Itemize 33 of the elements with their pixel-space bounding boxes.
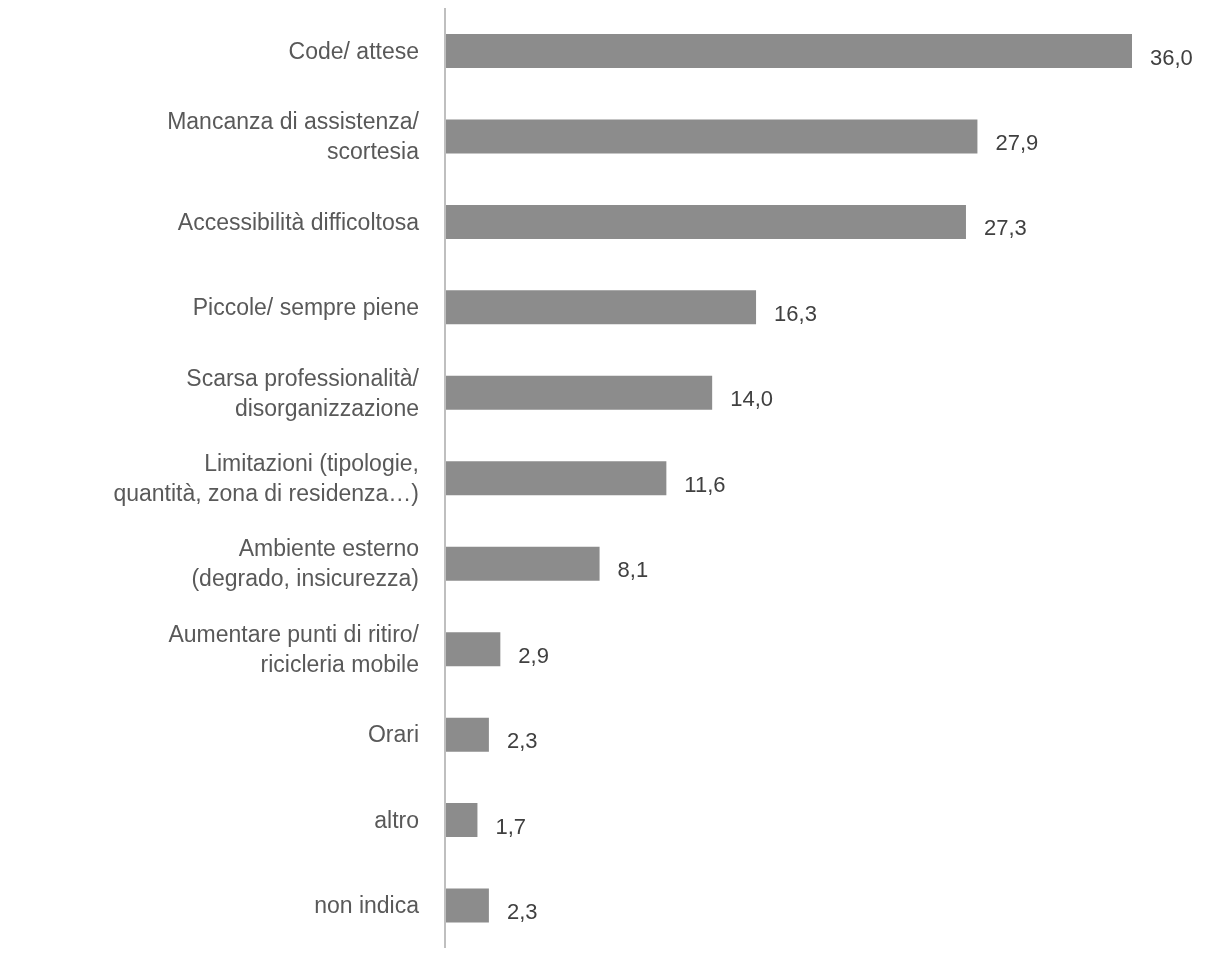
data-label: 2,9 [518, 642, 549, 668]
y-tick-label: Aumentare punti di ritiro/ ricicleria mobile [168, 620, 420, 677]
data-label: 2,3 [506, 728, 538, 754]
y-tick-label: Piccole/ sempre piene [192, 294, 419, 321]
data-label: 14,0 [730, 386, 773, 412]
y-tick-label: Code/ attese [288, 37, 419, 64]
bar [445, 34, 1132, 68]
bar [445, 119, 978, 154]
y-tick-label: non indica [314, 892, 420, 919]
y-tick-label: Accessibilità difficoltosa [177, 208, 420, 235]
y-tick-label: Orari [367, 721, 419, 748]
data-label: 27,3 [983, 215, 1027, 241]
data-label: 2,3 [506, 899, 538, 925]
bar [445, 888, 489, 923]
bar [445, 461, 667, 496]
data-label: 1,7 [495, 813, 527, 839]
bar [445, 204, 966, 239]
bar [445, 717, 489, 752]
y-tick-label: Ambiente esterno (degrado, insicurezza) [191, 535, 419, 592]
y-tick-label: Mancanza di assistenza/ scortesia [167, 108, 420, 165]
data-label: 11,6 [684, 471, 726, 497]
data-label: 8,1 [617, 557, 649, 583]
y-tick-label: Limitazioni (tipologie, quantità, zona di residenza…) [113, 450, 419, 506]
data-label: 36,0 [1150, 44, 1193, 70]
bar [445, 632, 501, 667]
data-label: 27,9 [995, 129, 1039, 155]
bar [445, 290, 757, 325]
bar [445, 375, 713, 410]
y-tick-label: altro [374, 806, 419, 833]
y-tick-label: Scarsa professionalità/ disorganizzazione [186, 364, 420, 421]
bar [445, 803, 478, 838]
bar [445, 546, 600, 581]
data-label: 16,3 [774, 300, 817, 326]
